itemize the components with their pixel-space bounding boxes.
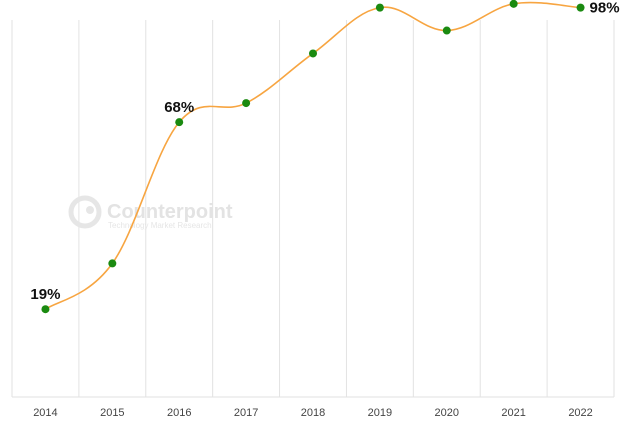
data-point-2019 bbox=[375, 3, 384, 12]
x-axis-tick-labels: 2014 2015 2016 2017 2018 2019 2020 2021 2022 bbox=[33, 407, 593, 419]
data-point-2020 bbox=[442, 26, 451, 35]
x-tick-2017: 2017 bbox=[234, 407, 258, 419]
data-labels: 19% 68% 98% bbox=[30, 0, 619, 303]
x-tick-2018: 2018 bbox=[301, 407, 325, 419]
watermark-logo-dot bbox=[86, 206, 94, 214]
data-point-2016 bbox=[175, 118, 184, 127]
data-point-2015 bbox=[108, 259, 117, 268]
x-tick-2016: 2016 bbox=[167, 407, 191, 419]
data-point-2018 bbox=[309, 49, 317, 58]
watermark: Counterpoint Technology Market Research bbox=[68, 195, 233, 230]
watermark-logo-icon bbox=[68, 195, 102, 229]
x-tick-2014: 2014 bbox=[33, 407, 57, 419]
x-tick-2020: 2020 bbox=[435, 407, 459, 419]
series-line bbox=[44, 1, 581, 310]
data-point-2014 bbox=[41, 305, 50, 314]
x-tick-2022: 2022 bbox=[568, 407, 592, 419]
x-tick-2021: 2021 bbox=[501, 407, 525, 419]
x-tick-2015: 2015 bbox=[100, 407, 124, 419]
data-points bbox=[41, 0, 585, 314]
data-point-2021 bbox=[509, 0, 518, 8]
data-point-2017 bbox=[242, 99, 251, 108]
data-point-2022 bbox=[576, 3, 585, 12]
data-label-2014: 19% bbox=[30, 286, 60, 303]
x-tick-2019: 2019 bbox=[368, 407, 392, 419]
watermark-name: Counterpoint bbox=[107, 201, 233, 223]
grid-lines bbox=[11, 20, 615, 398]
data-label-2022: 98% bbox=[590, 0, 620, 17]
watermark-tagline: Technology Market Research bbox=[108, 221, 212, 230]
data-label-2016: 68% bbox=[164, 99, 194, 116]
